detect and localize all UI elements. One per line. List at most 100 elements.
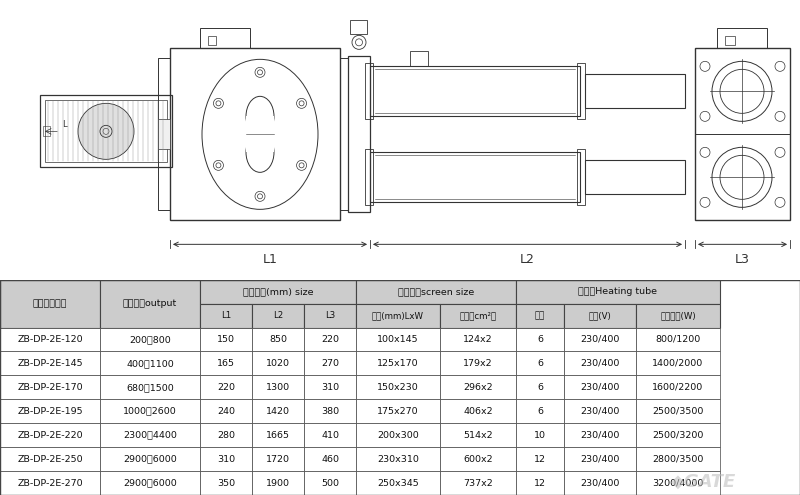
Bar — [0, 471, 100, 495]
Text: L2: L2 — [520, 253, 535, 266]
Bar — [370, 66, 580, 116]
Bar — [0, 423, 100, 447]
Text: 680～1500: 680～1500 — [126, 383, 174, 392]
Text: 150x230: 150x230 — [377, 383, 419, 392]
Text: 2900～6000: 2900～6000 — [123, 479, 177, 488]
Bar — [0, 351, 100, 375]
Bar — [365, 149, 373, 205]
Bar — [410, 51, 428, 66]
Bar — [577, 149, 585, 205]
Bar — [252, 399, 304, 423]
Text: 加热功率(W): 加热功率(W) — [660, 311, 696, 320]
Text: 1300: 1300 — [266, 383, 290, 392]
Text: 2500/3200: 2500/3200 — [652, 431, 704, 440]
Bar — [304, 328, 356, 351]
Text: L1: L1 — [262, 253, 278, 266]
Text: L3: L3 — [325, 311, 335, 320]
Bar — [100, 280, 200, 328]
Text: 850: 850 — [269, 335, 287, 344]
Bar — [252, 303, 304, 328]
Bar — [440, 303, 516, 328]
Bar — [208, 36, 216, 46]
Bar — [356, 375, 440, 399]
Bar — [246, 116, 274, 152]
Bar — [158, 119, 170, 149]
Bar — [636, 423, 720, 447]
Text: 410: 410 — [321, 431, 339, 440]
Text: 230/400: 230/400 — [580, 335, 620, 344]
Bar — [516, 351, 564, 375]
Bar — [564, 399, 636, 423]
Text: 310: 310 — [321, 383, 339, 392]
Bar — [370, 152, 580, 202]
Text: 230/400: 230/400 — [580, 479, 620, 488]
Bar — [170, 49, 340, 220]
Bar — [356, 328, 440, 351]
Text: 1665: 1665 — [266, 431, 290, 440]
Text: 滤网尺寸screen size: 滤网尺寸screen size — [398, 287, 474, 296]
Text: 280: 280 — [217, 431, 235, 440]
Bar — [577, 63, 585, 119]
Text: 124x2: 124x2 — [463, 335, 493, 344]
Text: 1600/2200: 1600/2200 — [652, 383, 704, 392]
Bar — [440, 351, 516, 375]
Bar — [564, 351, 636, 375]
Text: 125x170: 125x170 — [377, 359, 419, 368]
Text: 200～800: 200～800 — [129, 335, 171, 344]
Text: 数量: 数量 — [535, 311, 545, 320]
Text: 230x310: 230x310 — [377, 454, 419, 464]
Text: 230/400: 230/400 — [580, 454, 620, 464]
Bar — [0, 280, 100, 328]
Bar — [0, 328, 100, 351]
Bar — [100, 375, 200, 399]
Text: 460: 460 — [321, 454, 339, 464]
Bar — [356, 303, 440, 328]
Bar — [200, 328, 252, 351]
Bar — [365, 63, 373, 119]
Bar — [440, 447, 516, 471]
Text: 179x2: 179x2 — [463, 359, 493, 368]
Bar — [564, 471, 636, 495]
Bar — [252, 447, 304, 471]
Bar — [585, 160, 685, 195]
Bar — [356, 447, 440, 471]
Text: 产品规格型号: 产品规格型号 — [33, 299, 67, 308]
Text: L: L — [62, 120, 66, 129]
Bar — [200, 280, 356, 303]
Text: 相关产量output: 相关产量output — [123, 299, 177, 308]
Bar — [440, 399, 516, 423]
Bar — [43, 126, 50, 136]
Bar — [636, 471, 720, 495]
Bar — [158, 58, 170, 210]
Text: 406x2: 406x2 — [463, 407, 493, 416]
Bar — [356, 423, 440, 447]
Bar — [516, 471, 564, 495]
Text: 6: 6 — [537, 359, 543, 368]
Text: ZB-DP-2E-270: ZB-DP-2E-270 — [17, 479, 83, 488]
Bar — [304, 399, 356, 423]
Bar — [200, 303, 252, 328]
Text: 350: 350 — [217, 479, 235, 488]
Bar — [304, 303, 356, 328]
Text: 12: 12 — [534, 479, 546, 488]
Text: ZB-DP-2E-250: ZB-DP-2E-250 — [17, 454, 83, 464]
Text: 2300～4400: 2300～4400 — [123, 431, 177, 440]
Bar — [304, 471, 356, 495]
Text: 270: 270 — [321, 359, 339, 368]
Bar — [304, 375, 356, 399]
Text: 500: 500 — [321, 479, 339, 488]
Text: 230/400: 230/400 — [580, 431, 620, 440]
Bar — [100, 351, 200, 375]
Bar — [516, 375, 564, 399]
Bar — [45, 100, 167, 162]
Text: 100x145: 100x145 — [377, 335, 419, 344]
Bar — [516, 447, 564, 471]
Bar — [200, 399, 252, 423]
Bar — [356, 399, 440, 423]
Bar — [252, 471, 304, 495]
Text: 轮廓尺寸(mm) size: 轮廓尺寸(mm) size — [242, 287, 314, 296]
Bar — [304, 423, 356, 447]
Text: ZB-DP-2E-195: ZB-DP-2E-195 — [17, 407, 83, 416]
Bar — [200, 351, 252, 375]
Text: 2500/3500: 2500/3500 — [652, 407, 704, 416]
